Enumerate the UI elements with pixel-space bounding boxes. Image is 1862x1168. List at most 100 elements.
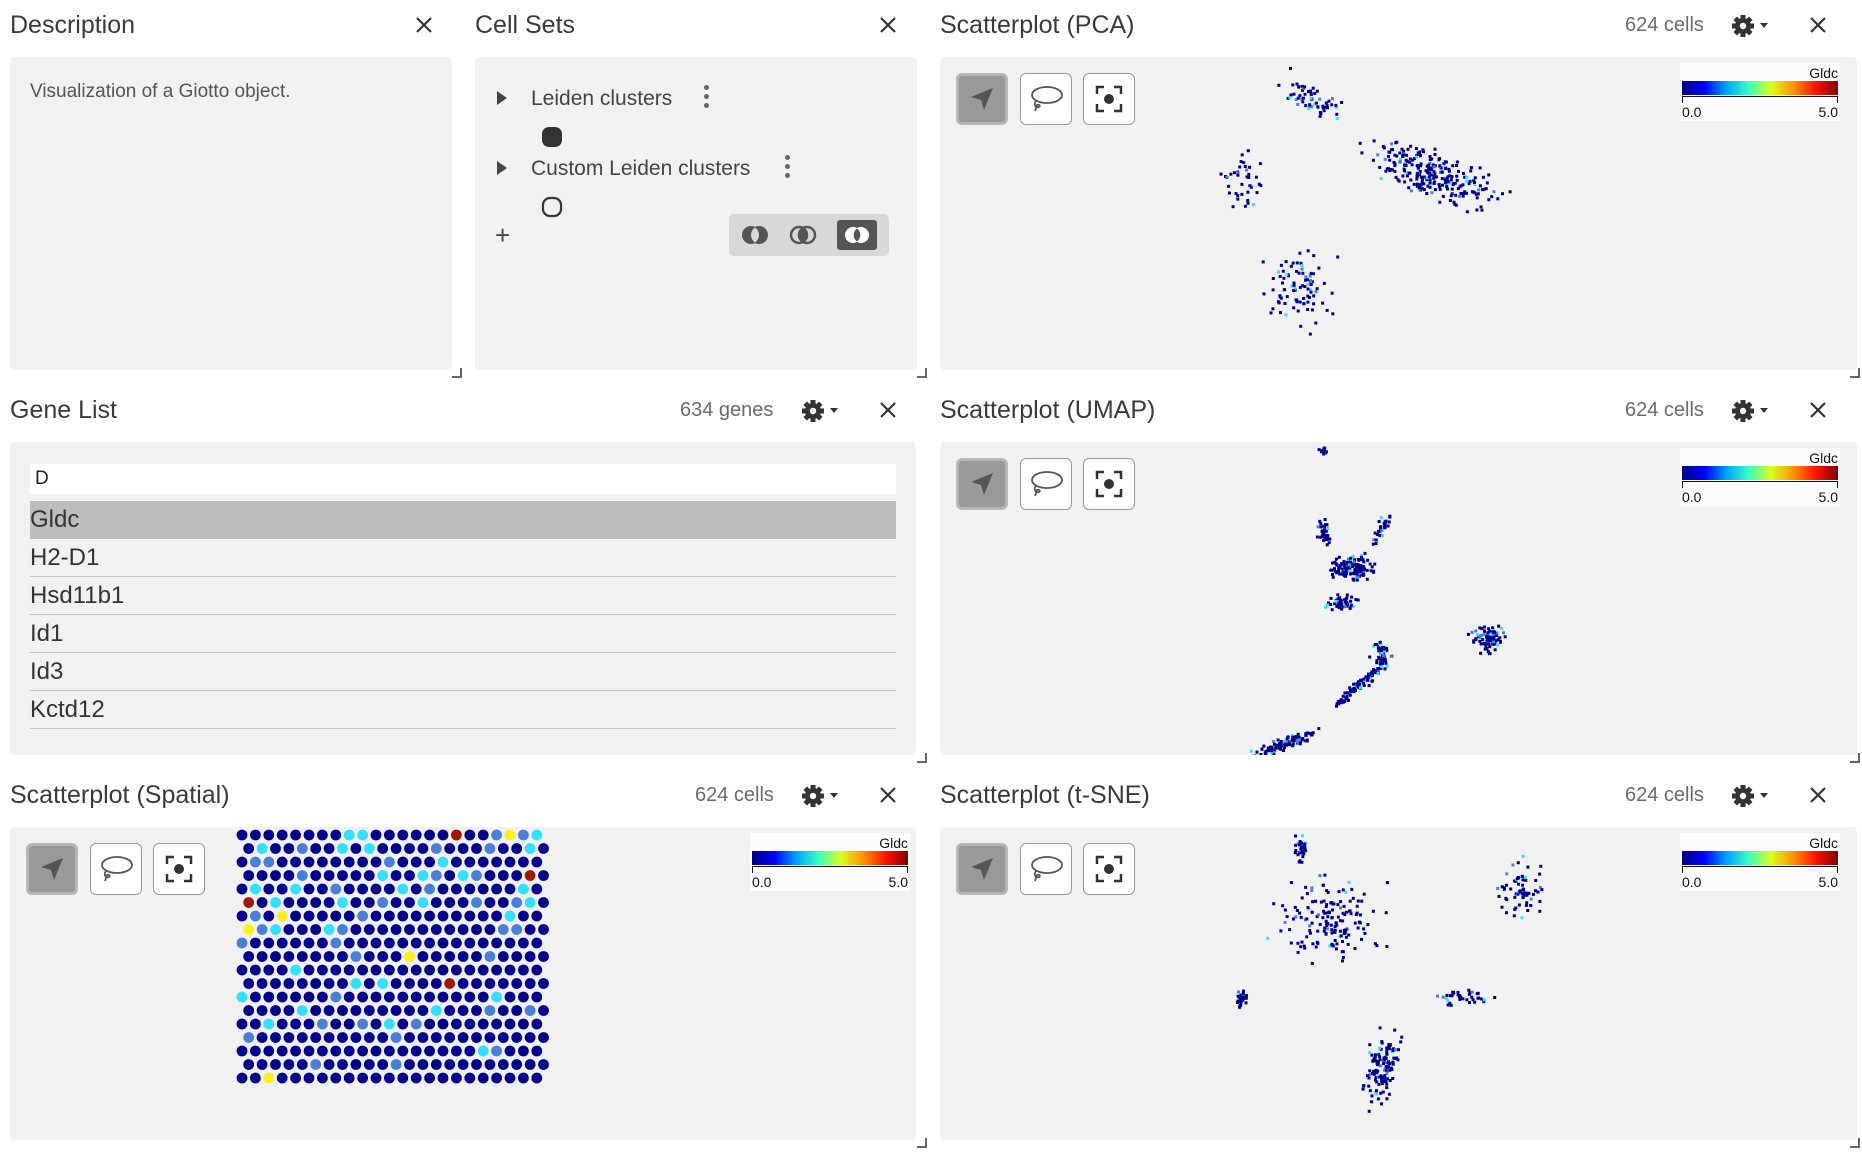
cell-set-label[interactable]: Leiden clusters xyxy=(531,87,673,110)
spot-point xyxy=(538,843,549,854)
recenter-button[interactable] xyxy=(1083,458,1135,510)
lasso-tool-button[interactable] xyxy=(1020,843,1072,895)
resize-handle[interactable] xyxy=(917,368,927,378)
cell-point xyxy=(1348,909,1352,913)
gene-list-item[interactable]: Id1 xyxy=(30,615,896,653)
lasso-tool-button[interactable] xyxy=(1020,73,1072,125)
pointer-tool-button[interactable] xyxy=(956,843,1008,895)
gear-icon[interactable] xyxy=(1730,782,1772,810)
spot-point xyxy=(524,1032,536,1043)
cell-point xyxy=(1380,1102,1383,1106)
spot-point xyxy=(430,924,442,935)
cell-point xyxy=(1331,902,1335,906)
expand-caret-icon[interactable] xyxy=(497,91,507,105)
resize-handle[interactable] xyxy=(1850,368,1860,378)
close-icon[interactable] xyxy=(873,395,903,425)
spot-point xyxy=(497,1032,509,1043)
scatterplot-points[interactable] xyxy=(940,827,1857,1140)
cell-point xyxy=(1312,254,1316,258)
more-options-icon[interactable] xyxy=(783,155,791,181)
cell-point xyxy=(1375,1080,1379,1084)
resize-handle[interactable] xyxy=(917,1138,927,1148)
cell-set-label[interactable]: Custom Leiden clusters xyxy=(531,157,751,180)
close-icon[interactable] xyxy=(1803,10,1833,40)
gear-icon[interactable] xyxy=(800,397,842,425)
cell-point xyxy=(1303,842,1307,846)
cell-point xyxy=(1341,605,1345,609)
gene-list-item[interactable]: H2-D1 xyxy=(30,539,896,577)
cell-point xyxy=(1516,861,1520,865)
cell-point xyxy=(1310,280,1314,284)
spot-point xyxy=(370,883,382,895)
cell-point xyxy=(1379,647,1382,651)
panel-header: Scatterplot (t-SNE) 624 cells xyxy=(930,770,1860,820)
spot-point xyxy=(236,1045,248,1057)
scatterplot-canvas[interactable]: Gldc 0.0 5.0 xyxy=(940,57,1857,370)
gear-icon[interactable] xyxy=(1730,12,1772,40)
pointer-tool-button[interactable] xyxy=(956,458,1008,510)
gene-list-item[interactable]: Hsd11b1 xyxy=(30,577,896,615)
cell-point xyxy=(1493,996,1497,999)
spot-point xyxy=(404,870,415,881)
cell-point xyxy=(1324,919,1328,923)
cell-point xyxy=(1247,172,1251,176)
resize-handle[interactable] xyxy=(1850,1138,1860,1148)
resize-handle[interactable] xyxy=(1850,753,1860,763)
pointer-tool-button[interactable] xyxy=(26,843,78,895)
recenter-button[interactable] xyxy=(1083,843,1135,895)
gene-list-item[interactable]: Id3 xyxy=(30,653,896,691)
cell-point xyxy=(1344,574,1348,578)
gene-search-input[interactable]: D xyxy=(30,464,896,494)
scatterplot-points[interactable] xyxy=(10,827,916,1140)
gear-icon[interactable] xyxy=(1730,397,1772,425)
spot-point xyxy=(538,870,549,881)
recenter-button[interactable] xyxy=(1083,73,1135,125)
spot-point xyxy=(444,1032,456,1043)
close-icon[interactable] xyxy=(873,780,903,810)
recenter-button[interactable] xyxy=(153,843,205,895)
spot-point xyxy=(323,951,335,962)
scatterplot-canvas[interactable]: Gldc 0.0 5.0 xyxy=(940,827,1857,1140)
pointer-tool-button[interactable] xyxy=(956,73,1008,125)
spot-point xyxy=(296,1032,308,1043)
scatterplot-points[interactable] xyxy=(940,57,1857,370)
cell-point xyxy=(1324,911,1328,915)
scatterplot-points[interactable] xyxy=(940,442,1857,755)
gene-list-item[interactable]: Gldc xyxy=(30,501,896,539)
union-icon[interactable] xyxy=(739,224,771,246)
spot-point xyxy=(370,991,382,1003)
lasso-tool-button[interactable] xyxy=(1020,458,1072,510)
cell-point xyxy=(1234,192,1238,195)
filled-checkbox-icon[interactable] xyxy=(540,125,564,149)
add-cell-set-button[interactable]: + xyxy=(495,220,511,250)
scatterplot-canvas[interactable]: Gldc 0.0 5.0 xyxy=(940,442,1857,755)
cell-point xyxy=(1322,899,1326,903)
scatterplot-canvas[interactable]: Gldc 0.0 5.0 xyxy=(10,827,916,1140)
spot-point xyxy=(323,897,335,908)
close-icon[interactable] xyxy=(409,10,439,40)
complement-icon[interactable] xyxy=(837,220,877,250)
gear-icon[interactable] xyxy=(800,782,842,810)
cell-point xyxy=(1428,168,1432,172)
resize-handle[interactable] xyxy=(452,368,462,378)
more-options-icon[interactable] xyxy=(702,85,710,111)
close-icon[interactable] xyxy=(873,10,903,40)
cell-point xyxy=(1376,1069,1380,1073)
empty-checkbox-icon[interactable] xyxy=(540,195,564,219)
expand-caret-icon[interactable] xyxy=(497,161,507,175)
gene-list-item[interactable]: Kctd12 xyxy=(30,691,896,729)
close-icon[interactable] xyxy=(1803,780,1833,810)
spot-point xyxy=(504,964,516,976)
cell-point xyxy=(1291,741,1295,745)
cell-point xyxy=(1444,181,1448,185)
lasso-tool-button[interactable] xyxy=(90,843,142,895)
resize-handle[interactable] xyxy=(917,753,927,763)
intersection-icon[interactable] xyxy=(787,224,819,246)
cell-point xyxy=(1301,849,1304,853)
cell-point xyxy=(1281,742,1285,746)
close-icon[interactable] xyxy=(1803,395,1833,425)
cell-point xyxy=(1521,883,1525,887)
spot-point xyxy=(276,964,288,976)
cell-point xyxy=(1454,193,1458,197)
spot-point xyxy=(457,1032,469,1043)
